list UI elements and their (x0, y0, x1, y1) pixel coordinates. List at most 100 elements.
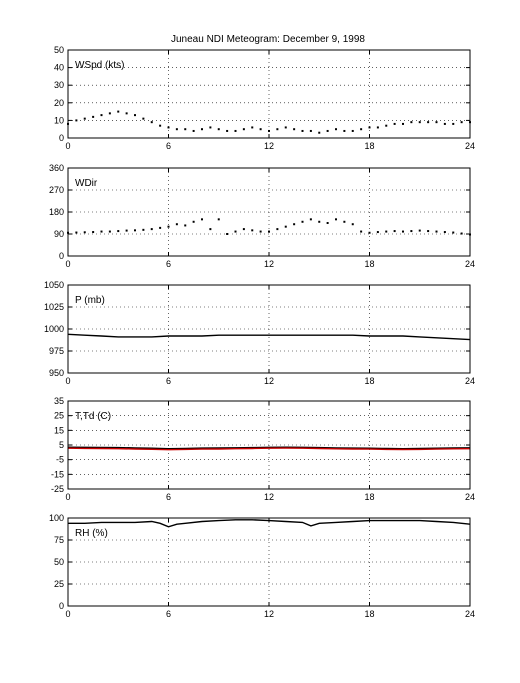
wspd-data-point (376, 126, 379, 129)
wdir-data-point (242, 228, 245, 231)
wdir-xtick-label: 24 (465, 259, 475, 269)
wspd-grid (68, 50, 470, 138)
wspd-data-point (217, 128, 220, 131)
rh-xtick-label: 18 (364, 609, 374, 619)
ttd-series-line-0 (67, 446, 471, 450)
wdir-data-point (167, 225, 170, 228)
wspd-data-point (393, 122, 396, 125)
wdir-data-point (418, 229, 421, 232)
pres-ytick-label: 1025 (44, 302, 64, 312)
wdir-data-point (150, 228, 153, 231)
pres-xtick-label: 18 (364, 376, 374, 386)
wspd-data-point (125, 112, 128, 115)
wspd-data-point (242, 128, 245, 131)
wspd-data-point (427, 121, 430, 124)
wspd-data-point (184, 128, 187, 131)
temperature-panel: 0 6 12 18 24 -25 -15 -5 5 15 25 35 T,Td (C) (51, 396, 475, 502)
wdir-panel: 0 6 12 18 24 0 90 180 270 360 WDir (49, 163, 475, 269)
pressure-panel: 0 6 12 18 24 950 975 1000 1025 1050 P (mb) (44, 280, 475, 386)
wdir-ytick-label: 180 (49, 207, 64, 217)
wspd-data-point (368, 126, 371, 129)
wdir-series (67, 218, 471, 236)
temperature-label: T,Td (C) (75, 411, 111, 422)
wspd-data-point (418, 121, 421, 124)
wdir-xtick-label: 18 (364, 259, 374, 269)
wspd-data-point (343, 129, 346, 132)
wdir-data-point (268, 230, 270, 233)
wdir-data-point (83, 231, 86, 234)
wspd-data-point (108, 112, 111, 115)
wdir-data-point (360, 230, 363, 233)
wdir-data-point (460, 232, 463, 235)
wdir-ytick-label: 90 (54, 229, 64, 239)
temperature-ticks: 0 6 12 18 24 -25 -15 -5 5 15 25 35 (51, 396, 475, 502)
wdir-data-point (443, 231, 446, 234)
wdir-data-point (92, 231, 95, 234)
wspd-data-point (452, 122, 455, 125)
wspd-data-point (435, 121, 438, 124)
wspd-data-point (301, 129, 304, 132)
wdir-data-point (259, 230, 262, 233)
wdir-data-point (108, 230, 111, 233)
wdir-data-point (117, 230, 120, 233)
pres-xtick-label: 0 (65, 376, 70, 386)
wdir-xtick-label: 0 (65, 259, 70, 269)
rh-ytick-label: 100 (49, 513, 64, 523)
wdir-ticks: 0 6 12 18 24 0 90 180 270 360 (49, 163, 475, 269)
wspd-data-point (192, 129, 195, 132)
wdir-data-point (376, 231, 379, 234)
wdir-data-point (402, 230, 404, 233)
ttd-ytick-label: 25 (54, 411, 64, 421)
ttd-ytick-label: -25 (51, 484, 64, 494)
ttd-xtick-label: 12 (264, 492, 274, 502)
wdir-data-point (301, 220, 304, 223)
wdir-data-point (159, 226, 162, 229)
wdir-ytick-label: 360 (49, 163, 64, 173)
ttd-xtick-label: 24 (465, 492, 475, 502)
wdir-data-point (427, 230, 430, 233)
wspd-data-point (142, 117, 145, 120)
ttd-ytick-label: 5 (59, 440, 64, 450)
wspd-data-point (92, 115, 95, 118)
wspd-data-point (309, 129, 312, 132)
wspd-data-point (100, 114, 103, 117)
wdir-xtick-label: 12 (264, 259, 274, 269)
temperature-grid (68, 401, 470, 489)
wdir-data-point (293, 223, 296, 226)
pres-xtick-label: 24 (465, 376, 475, 386)
pres-xtick-label: 12 (264, 376, 274, 386)
wdir-data-point (175, 223, 178, 226)
pres-ytick-label: 1050 (44, 280, 64, 290)
wspd-ytick-label: 40 (54, 63, 64, 73)
wspd-ticks: 0 6 12 18 24 0 10 20 30 40 50 (54, 45, 475, 151)
pres-ytick-label: 975 (49, 346, 64, 356)
wspd-ytick-label: 50 (54, 45, 64, 55)
ttd-ytick-label: 15 (54, 425, 64, 435)
wspd-data-point (326, 129, 329, 132)
wdir-ytick-label: 270 (49, 185, 64, 195)
ttd-xtick-label: 6 (166, 492, 171, 502)
wdir-data-point (309, 218, 312, 221)
rh-panel: 0 6 12 18 24 0 25 50 75 100 RH (%) (49, 513, 475, 619)
wspd-data-point (167, 126, 170, 129)
temperature-series (67, 446, 471, 451)
ttd-xtick-label: 18 (364, 492, 374, 502)
wdir-data-point (125, 229, 128, 232)
rh-series (68, 519, 471, 528)
pressure-series (67, 333, 471, 341)
wspd-data-point (360, 128, 363, 131)
pressure-grid (68, 285, 470, 373)
wdir-data-point (192, 220, 195, 223)
pressure-label: P (mb) (75, 295, 105, 306)
wspd-data-point (150, 121, 153, 124)
wspd-data-point (318, 131, 321, 134)
rh-label: RH (%) (75, 528, 108, 539)
wspd-xtick-label: 24 (465, 141, 475, 151)
pres-series-line-0 (67, 333, 471, 341)
wspd-data-point (201, 128, 203, 131)
wdir-data-point (276, 228, 279, 231)
wspd-label: WSpd (kts) (75, 60, 124, 71)
wspd-data-point (293, 128, 296, 131)
wspd-data-point (209, 126, 212, 129)
